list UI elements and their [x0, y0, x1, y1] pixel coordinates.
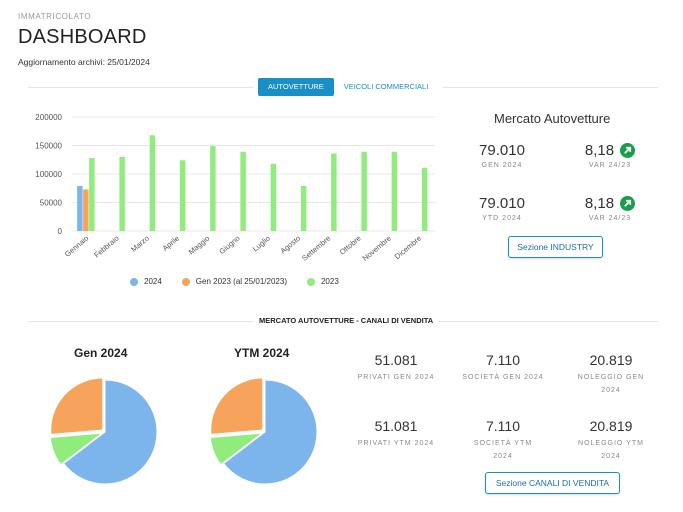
- legend-label: 2024: [144, 277, 162, 286]
- y-tick-label: 200000: [35, 113, 62, 122]
- stat-societa-ytm: 7.110 SOCIETÀ YTM 2024: [448, 418, 558, 463]
- legend-dot: [306, 277, 315, 286]
- legend-item-2023[interactable]: 2023: [306, 277, 339, 286]
- x-tick-label: Luglio: [251, 234, 272, 254]
- page-title: DASHBOARD: [18, 26, 147, 48]
- legend-label: Gen 2023 (al 25/01/2023): [195, 277, 287, 286]
- stat-value: 7.110: [486, 418, 520, 434]
- pie-slice-privati[interactable]: [222, 379, 318, 485]
- industry-section-button[interactable]: Sezione INDUSTRY: [508, 236, 603, 258]
- x-tick-label: Ottobre: [338, 234, 363, 257]
- update-date: Aggiornamento archivi: 25/01/2024: [18, 57, 150, 67]
- stat-label: SOCIETÀ YTM 2024: [473, 440, 533, 460]
- y-tick-label: 100000: [35, 170, 62, 179]
- bar-settembre-2[interactable]: [331, 153, 337, 231]
- stat-label: PRIVATI YTM 2024: [357, 440, 435, 447]
- stat-privati-ytm: 51.081 PRIVATI YTM 2024: [341, 418, 451, 450]
- legend-item-2024[interactable]: 2024: [130, 277, 162, 286]
- x-tick-label: Marzo: [129, 234, 151, 254]
- kpi-var-value: 8,18: [584, 142, 615, 159]
- legend-dot: [130, 277, 138, 286]
- x-tick-label: Novembre: [361, 234, 393, 263]
- chart-legend: 2024 Gen 2023 (al 25/01/2023) 2023: [130, 277, 339, 286]
- legend-dot: [181, 277, 190, 286]
- stat-label: NOLEGGIO GEN 2024: [577, 374, 645, 394]
- x-tick-label: Giugno: [217, 234, 241, 256]
- stat-noleggio-ytm: 20.819 NOLEGGIO YTM 2024: [556, 418, 666, 463]
- kpi-var-gen: 8,18 VAR 24/23: [575, 142, 645, 169]
- kpi-var-label: VAR 24/23: [588, 162, 632, 169]
- stat-value: 51.081: [374, 352, 418, 368]
- pie-slice-noleggio[interactable]: [50, 377, 104, 435]
- x-tick-label: Maggio: [187, 234, 212, 257]
- kpi-value: 79.010: [479, 195, 525, 212]
- bar-febbraio-2[interactable]: [119, 156, 125, 231]
- pie-slice-privati[interactable]: [62, 379, 158, 485]
- legend-item-gen-2023[interactable]: Gen 2023 (al 25/01/2023): [181, 277, 287, 286]
- section-kicker: IMMATRICOLATO: [18, 12, 92, 21]
- stat-value: 20.819: [589, 352, 633, 368]
- pie-chart-ytm: [209, 377, 318, 485]
- bar-gennaio-0[interactable]: [77, 185, 83, 231]
- stat-privati-gen: 51.081 PRIVATI GEN 2024: [341, 352, 451, 384]
- channels-section-title: MERCATO AUTOVETTURE - CANALI DI VENDITA: [253, 316, 440, 325]
- vehicle-tabs: AUTOVETTURE VEICOLI COMMERCIALI: [254, 78, 443, 96]
- market-title: Mercato Autovetture: [494, 111, 611, 126]
- kpi-var-ytd: 8,18 VAR 24/23: [575, 195, 645, 222]
- stat-label: NOLEGGIO YTM 2024: [578, 440, 644, 460]
- pie-slice-societ[interactable]: [49, 432, 104, 466]
- bar-marzo-2[interactable]: [149, 135, 156, 231]
- bar-ottobre-2[interactable]: [361, 151, 367, 231]
- bar-aprile-2[interactable]: [179, 160, 186, 231]
- y-tick-label: 50000: [40, 199, 63, 208]
- x-tick-label: Dicembre: [393, 234, 423, 262]
- x-tick-label: Aprile: [161, 234, 181, 253]
- x-tick-label: Febbraio: [92, 234, 120, 260]
- bar-giugno-2[interactable]: [240, 151, 246, 231]
- pie-title-gen: Gen 2024: [74, 346, 128, 360]
- pie-slice-societ[interactable]: [209, 432, 264, 466]
- pie-slice-noleggio[interactable]: [210, 377, 264, 435]
- pie-title-ytm: YTM 2024: [234, 346, 290, 360]
- x-tick-label: Settembre: [300, 234, 332, 263]
- channels-section-button[interactable]: Sezione CANALI DI VENDITA: [485, 472, 620, 494]
- registrations-bar-chart: 0 50000 100000 150000 200000 Gennaio Febbraio…: [35, 113, 435, 263]
- bar-gennaio-1[interactable]: [83, 189, 89, 231]
- bar-novembre-2[interactable]: [391, 151, 398, 231]
- stat-noleggio-gen: 20.819 NOLEGGIO GEN 2024: [556, 352, 666, 397]
- arrow-up-right-icon: [620, 196, 636, 211]
- bar-agosto-2[interactable]: [300, 185, 307, 231]
- bar-dicembre-2[interactable]: [421, 167, 428, 231]
- tab-autovetture[interactable]: AUTOVETTURE: [258, 78, 334, 96]
- bar-maggio-2[interactable]: [210, 146, 216, 231]
- kpi-var-label: VAR 24/23: [588, 215, 632, 222]
- tab-veicoli-commerciali[interactable]: VEICOLI COMMERCIALI: [343, 82, 429, 91]
- kpi-var-value: 8,18: [584, 195, 615, 212]
- kpi-ytd-2024: 79.010 YTD 2024: [472, 195, 532, 222]
- stat-value: 7.110: [486, 352, 520, 368]
- x-tick-label: Gennaio: [63, 234, 91, 259]
- stat-societa-gen: 7.110 SOCIETÀ GEN 2024: [448, 352, 558, 384]
- bar-luglio-2[interactable]: [270, 163, 277, 231]
- pie-chart-gen: [49, 377, 158, 485]
- y-tick-label: 0: [58, 227, 63, 236]
- kpi-label: YTD 2024: [482, 215, 522, 222]
- kpi-value: 79.010: [479, 142, 525, 159]
- arrow-up-right-icon: [620, 143, 636, 158]
- x-tick-label: Agosto: [278, 234, 302, 256]
- y-tick-label: 150000: [35, 142, 62, 151]
- kpi-gen-2024: 79.010 GEN 2024: [472, 142, 532, 169]
- bar-gennaio-2[interactable]: [89, 158, 95, 231]
- stat-value: 20.819: [589, 418, 633, 434]
- kpi-label: GEN 2024: [481, 162, 523, 169]
- stat-value: 51.081: [374, 418, 418, 434]
- stat-label: PRIVATI GEN 2024: [357, 374, 435, 381]
- legend-label: 2023: [320, 277, 339, 286]
- stat-label: SOCIETÀ GEN 2024: [462, 374, 544, 381]
